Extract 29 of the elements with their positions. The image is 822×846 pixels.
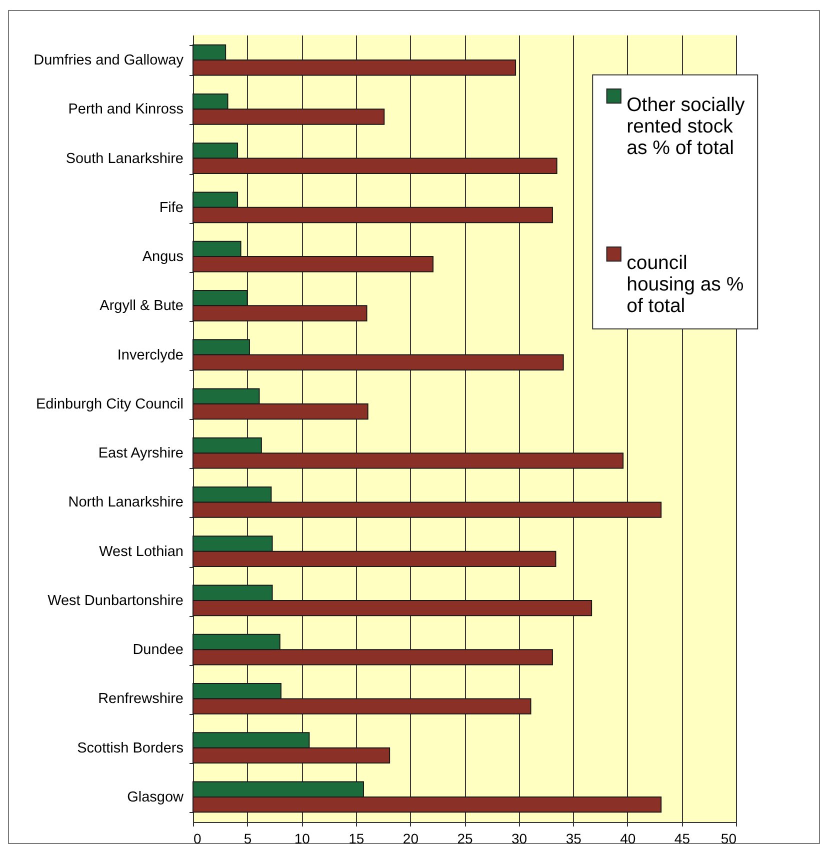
y-tick-label: Renfrewshire [98, 691, 184, 708]
x-tick-label: 25 [457, 830, 473, 846]
x-tick-label: 15 [348, 830, 364, 846]
y-tick-label: West Lothian [99, 544, 184, 560]
y-tick-label: Inverclyde [117, 347, 184, 364]
legend-label: Other socially rented stock as % of total [626, 94, 745, 160]
x-tick-label: 30 [512, 830, 528, 846]
y-tick-label: Dundee [132, 642, 184, 658]
y-tick-label: North Lanarkshire [68, 494, 184, 511]
y-tick-label: Fife [159, 200, 184, 216]
y-tick-label: Argyll & Bute [100, 298, 184, 314]
x-tick-label: 40 [620, 830, 636, 846]
y-tick-label: Dumfries and Galloway [34, 52, 184, 69]
x-tick-label: 20 [402, 830, 419, 846]
x-tick-label: 10 [294, 830, 310, 846]
y-tick-label: West Dunbartonshire [48, 592, 184, 609]
x-tick-label: 0 [194, 830, 202, 846]
y-tick-label: Glasgow [127, 789, 184, 806]
x-tick-label: 50 [720, 830, 737, 846]
y-tick-label: Edinburgh City Council [36, 396, 184, 412]
legend-label: council housing as % of total [626, 252, 744, 318]
x-tick-label: 35 [566, 830, 582, 846]
x-tick-label: 5 [244, 830, 252, 846]
y-tick-label: Angus [142, 249, 184, 266]
x-tick-label: 45 [674, 830, 690, 846]
y-tick-label: South Lanarkshire [66, 150, 184, 167]
y-tick-label: Perth and Kinross [68, 102, 184, 118]
y-tick-label: East Ayrshire [98, 446, 184, 462]
y-tick-label: Scottish Borders [77, 740, 184, 756]
